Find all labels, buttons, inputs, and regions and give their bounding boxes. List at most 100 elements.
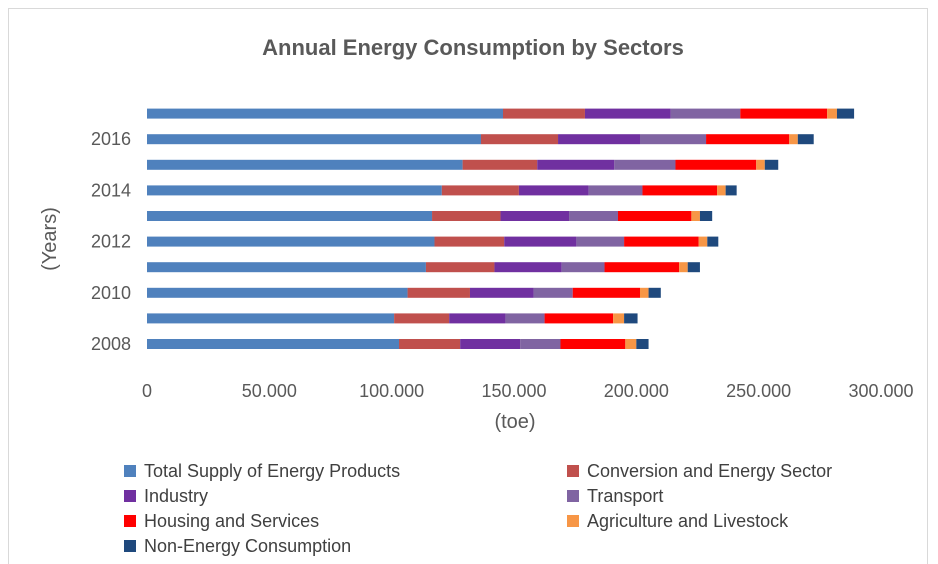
legend-label: Agriculture and Livestock bbox=[587, 511, 789, 531]
legend-swatch bbox=[567, 515, 579, 527]
bar-segment-2015-series-4 bbox=[614, 159, 676, 170]
bar-segment-2010-series-3 bbox=[469, 287, 534, 298]
legend-swatch bbox=[124, 490, 136, 502]
bar-segment-2010-series-2 bbox=[407, 287, 470, 298]
bar-segment-2017-series-1 bbox=[147, 108, 503, 119]
bar-segment-2009-series-2 bbox=[394, 313, 450, 324]
y-tick-label: 2016 bbox=[91, 129, 131, 149]
bar-segment-2014-series-5 bbox=[642, 185, 718, 196]
bar-segment-2009-series-3 bbox=[449, 313, 506, 324]
y-tick-label: 2014 bbox=[91, 180, 131, 200]
bar-segment-2013-series-2 bbox=[432, 211, 501, 221]
legend-swatch bbox=[124, 515, 136, 527]
bar-segment-2016-series-4 bbox=[640, 134, 707, 145]
bar-segment-2009-series-4 bbox=[505, 313, 545, 324]
x-tick-labels: 0 50.000 100.000 150.000 200.000 250.000 300.0… bbox=[142, 381, 914, 401]
legend-label: Conversion and Energy Sector bbox=[587, 461, 832, 481]
bar-segment-2011-series-4 bbox=[561, 262, 605, 273]
bar-segment-2015-series-1 bbox=[147, 159, 463, 170]
bar-segment-2012-series-1 bbox=[147, 236, 435, 247]
bar-segment-2017-series-3 bbox=[584, 108, 671, 119]
legend: Total Supply of Energy Products Conversio… bbox=[124, 461, 832, 556]
bar-segment-2014-series-3 bbox=[518, 185, 589, 196]
bar-segment-2012-series-6 bbox=[698, 236, 708, 247]
y-tick-label: 2012 bbox=[91, 232, 131, 252]
bar-segment-2017-series-7 bbox=[836, 108, 855, 119]
bar-segment-2009-series-1 bbox=[147, 313, 395, 324]
bar-segment-2012-series-2 bbox=[434, 236, 505, 247]
bar-segment-2011-series-6 bbox=[679, 262, 688, 273]
bar-segment-2010-series-7 bbox=[648, 287, 661, 298]
bar-segment-2010-series-5 bbox=[572, 287, 640, 298]
bar-segment-2013-series-6 bbox=[691, 211, 700, 221]
bar-segment-2016-series-5 bbox=[706, 134, 790, 145]
bar-segment-2010-series-4 bbox=[533, 287, 573, 298]
bar-segment-2010-series-1 bbox=[147, 287, 408, 298]
bar-segment-2017-series-4 bbox=[670, 108, 741, 119]
bar-segment-2015-series-3 bbox=[537, 159, 615, 170]
bar-segment-2013-series-5 bbox=[617, 211, 692, 221]
bar-segment-2015-series-5 bbox=[675, 159, 757, 170]
legend-label: Transport bbox=[587, 486, 663, 506]
bar-segment-2008-series-4 bbox=[520, 339, 561, 349]
chart-title: Annual Energy Consumption by Sectors bbox=[262, 35, 684, 60]
bar-segment-2014-series-2 bbox=[441, 185, 519, 196]
bar-segment-2014-series-6 bbox=[717, 185, 726, 196]
x-tick-label: 200.000 bbox=[604, 381, 669, 401]
bar-segment-2012-series-7 bbox=[707, 236, 719, 247]
bar-segment-2013-series-7 bbox=[699, 211, 713, 221]
bar-segment-2017-series-2 bbox=[502, 108, 585, 119]
bar-segment-2009-series-6 bbox=[613, 313, 625, 324]
bar-segment-2009-series-5 bbox=[544, 313, 614, 324]
y-tick-labels: 2008 2010 2012 2014 2016 bbox=[91, 129, 131, 354]
bar-segment-2012-series-3 bbox=[504, 236, 577, 247]
bar-segment-2011-series-2 bbox=[425, 262, 495, 273]
x-tick-label: 0 bbox=[142, 381, 152, 401]
bar-segment-2011-series-1 bbox=[147, 262, 426, 273]
legend-swatch bbox=[567, 490, 579, 502]
legend-swatch bbox=[124, 465, 136, 477]
bar-segment-2015-series-2 bbox=[462, 159, 538, 170]
bar-segment-2016-series-7 bbox=[797, 134, 814, 145]
legend-label: Industry bbox=[144, 486, 208, 506]
bar-segment-2012-series-5 bbox=[624, 236, 699, 247]
legend-label: Housing and Services bbox=[144, 511, 319, 531]
legend-label: Non-Energy Consumption bbox=[144, 536, 351, 556]
bar-segment-2016-series-2 bbox=[480, 134, 559, 145]
legend-label: Total Supply of Energy Products bbox=[144, 461, 400, 481]
x-tick-label: 300.000 bbox=[848, 381, 913, 401]
bar-segment-2011-series-7 bbox=[687, 262, 700, 273]
bar-segment-2016-series-3 bbox=[558, 134, 640, 145]
bar-segment-2010-series-6 bbox=[640, 287, 649, 298]
bar-segment-2016-series-1 bbox=[147, 134, 481, 145]
chart-frame bbox=[8, 8, 928, 564]
bar-segment-2009-series-7 bbox=[624, 313, 638, 324]
bar-segment-2011-series-3 bbox=[494, 262, 562, 273]
bar-segment-2008-series-6 bbox=[625, 339, 637, 349]
bar-segment-2008-series-2 bbox=[399, 339, 461, 349]
x-axis-title: (toe) bbox=[494, 411, 535, 433]
x-tick-label: 50.000 bbox=[242, 381, 297, 401]
bars-group bbox=[147, 108, 855, 349]
bar-segment-2013-series-4 bbox=[569, 211, 618, 221]
bar-segment-2014-series-4 bbox=[588, 185, 643, 196]
bar-segment-2008-series-5 bbox=[560, 339, 626, 349]
bar-segment-2008-series-7 bbox=[636, 339, 649, 349]
x-tick-label: 250.000 bbox=[726, 381, 791, 401]
bar-segment-2015-series-6 bbox=[756, 159, 765, 170]
x-tick-label: 100.000 bbox=[359, 381, 424, 401]
x-tick-label: 150.000 bbox=[481, 381, 546, 401]
y-tick-label: 2010 bbox=[91, 283, 131, 303]
bar-segment-2008-series-3 bbox=[460, 339, 521, 349]
bar-segment-2015-series-7 bbox=[764, 159, 779, 170]
bar-segment-2013-series-3 bbox=[500, 211, 570, 221]
bar-segment-2014-series-1 bbox=[147, 185, 442, 196]
bar-segment-2014-series-7 bbox=[725, 185, 737, 196]
bar-segment-2012-series-4 bbox=[576, 236, 625, 247]
bar-segment-2017-series-5 bbox=[740, 108, 828, 119]
legend-swatch bbox=[567, 465, 579, 477]
bar-segment-2017-series-6 bbox=[827, 108, 837, 119]
bar-segment-2013-series-1 bbox=[147, 211, 433, 221]
legend-swatch bbox=[124, 540, 136, 552]
